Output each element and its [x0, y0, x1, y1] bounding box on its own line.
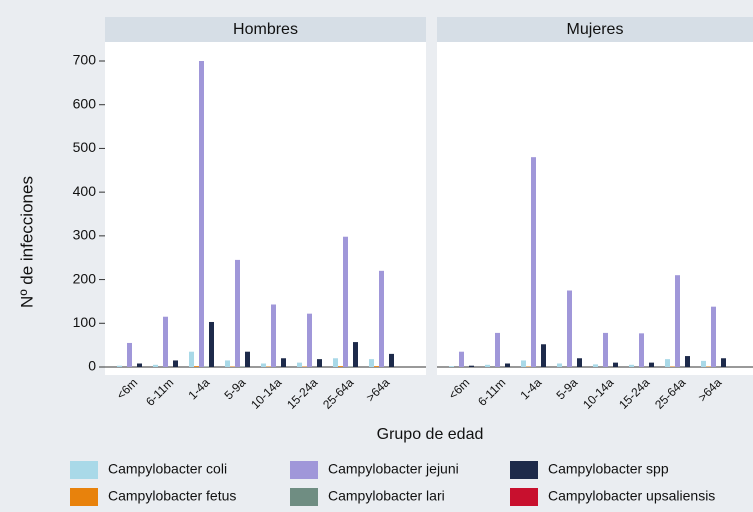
bar [245, 351, 250, 367]
bar [531, 157, 536, 367]
bar [541, 344, 546, 367]
bar [613, 362, 618, 367]
legend-label: Campylobacter upsaliensis [548, 488, 715, 504]
legend-label: Campylobacter spp [548, 461, 669, 477]
bar [173, 360, 178, 367]
bar [665, 359, 670, 367]
bar [307, 313, 312, 367]
bar [389, 353, 394, 367]
legend-label: Campylobacter coli [108, 461, 227, 477]
y-axis-label: Nº de infecciones [17, 176, 36, 308]
bar [189, 351, 194, 367]
bar [711, 306, 716, 367]
panel-title: Hombres [233, 21, 298, 38]
bar [521, 360, 526, 367]
y-tick-label: 500 [73, 139, 97, 155]
bar [505, 363, 510, 367]
panel-title: Mujeres [567, 21, 624, 38]
panel-strip [437, 17, 753, 42]
bar [629, 364, 634, 367]
bar [593, 364, 598, 367]
bar [235, 259, 240, 367]
bar [485, 364, 490, 367]
bar [209, 321, 214, 367]
bar [127, 342, 132, 367]
y-tick-label: 200 [73, 270, 97, 286]
y-tick-label: 700 [73, 52, 97, 68]
panel-strip [105, 17, 426, 42]
bar [317, 359, 322, 367]
legend-swatch [510, 461, 538, 479]
bar [117, 365, 122, 367]
legend-swatch [70, 461, 98, 479]
bar [163, 316, 168, 367]
legend-swatch [510, 488, 538, 506]
bar [333, 358, 338, 367]
y-tick-label: 400 [73, 183, 97, 199]
bar [675, 275, 680, 367]
bar [225, 360, 230, 367]
y-tick-label: 600 [73, 95, 97, 111]
bar [459, 351, 464, 367]
bar [639, 333, 644, 367]
bar [449, 366, 454, 367]
bar [603, 332, 608, 367]
bar [721, 358, 726, 367]
bar [261, 363, 266, 367]
y-tick-label: 300 [73, 227, 97, 243]
x-axis-label: Grupo de edad [377, 426, 484, 443]
legend-label: Campylobacter fetus [108, 488, 236, 504]
bar [701, 360, 706, 367]
bar [567, 290, 572, 367]
bar [577, 358, 582, 367]
bar [343, 236, 348, 367]
bar [495, 332, 500, 367]
legend-swatch [290, 488, 318, 506]
y-tick-label: 0 [88, 358, 96, 374]
bar [649, 362, 654, 367]
bar [281, 358, 286, 367]
legend-label: Campylobacter lari [328, 488, 445, 504]
bar [353, 342, 358, 367]
legend-swatch [70, 488, 98, 506]
bar [199, 61, 204, 367]
y-tick-label: 100 [73, 314, 97, 330]
bar [379, 270, 384, 367]
legend-label: Campylobacter jejuni [328, 461, 459, 477]
bar [271, 304, 276, 367]
panel-background [437, 42, 753, 375]
bar [469, 365, 474, 367]
bar [137, 363, 142, 367]
bar [369, 359, 374, 367]
bar [338, 366, 343, 367]
panel-background [105, 42, 426, 375]
bar [297, 362, 302, 367]
bar [153, 364, 158, 367]
bar [685, 356, 690, 367]
bar [557, 363, 562, 367]
bar [374, 366, 379, 367]
bar [194, 366, 199, 367]
legend-swatch [290, 461, 318, 479]
